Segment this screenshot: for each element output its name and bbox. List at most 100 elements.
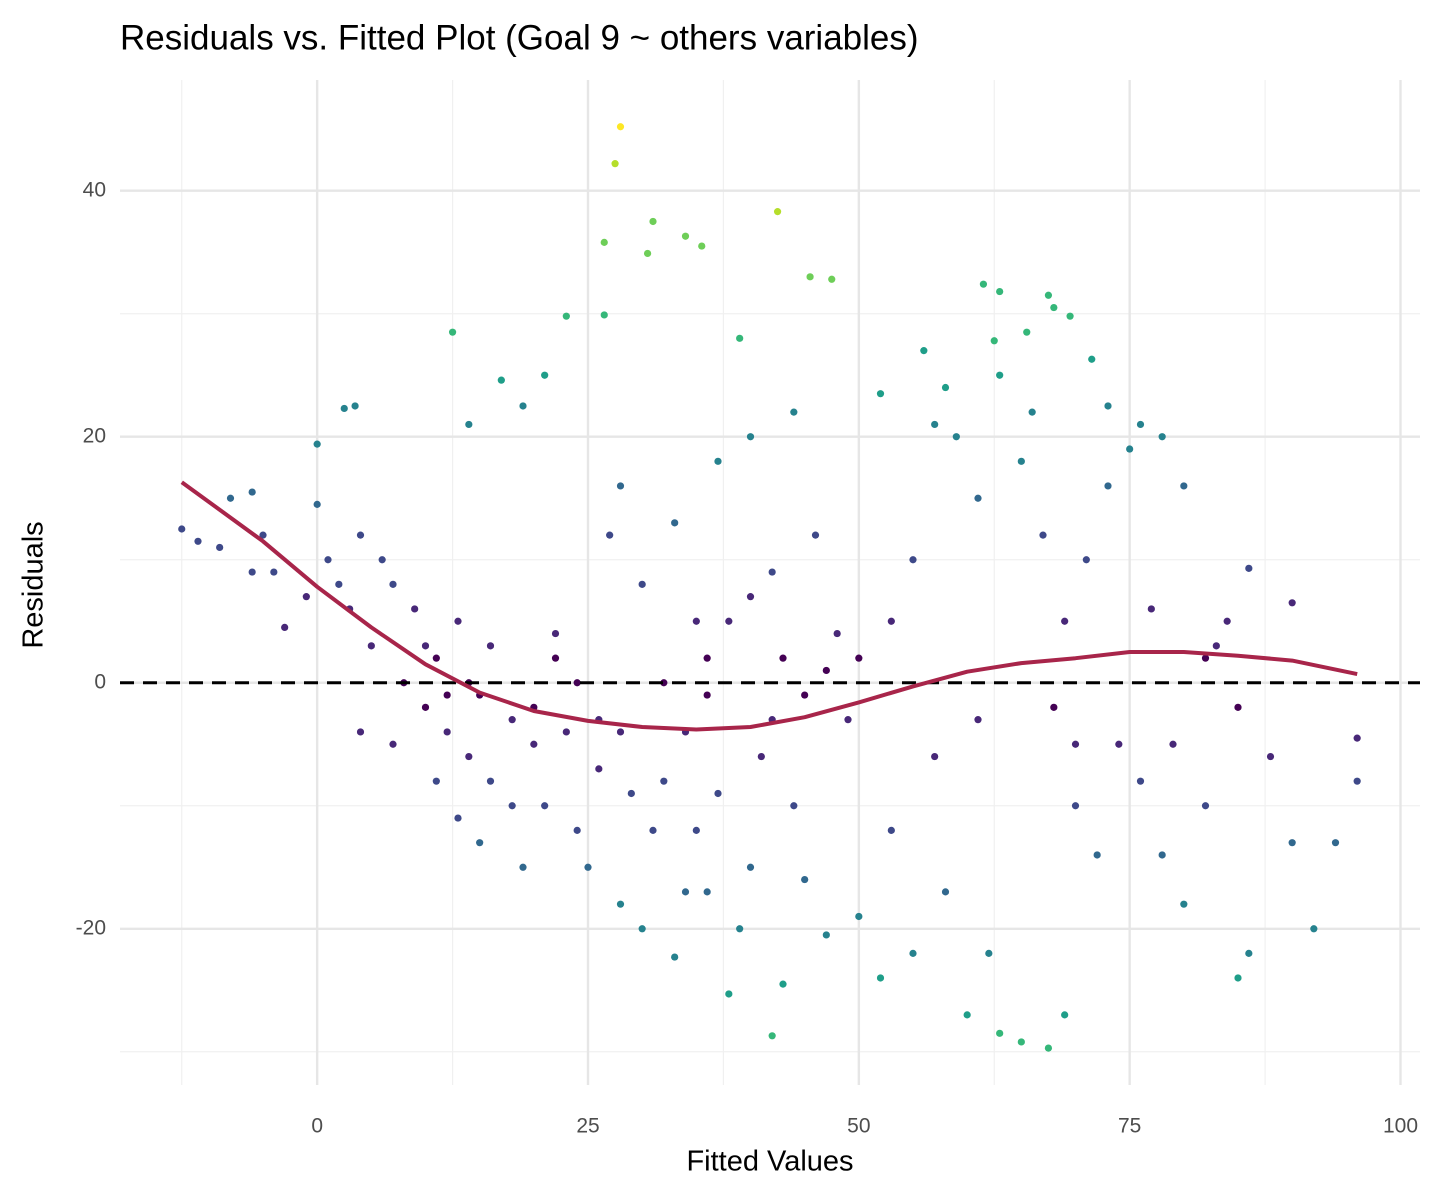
point	[1201, 654, 1210, 662]
point	[270, 568, 278, 576]
point	[736, 925, 744, 933]
point	[551, 629, 560, 638]
point	[855, 654, 863, 662]
point	[226, 494, 235, 502]
point	[801, 875, 809, 884]
point	[909, 949, 917, 957]
point	[833, 629, 841, 638]
point	[736, 334, 744, 342]
point	[313, 440, 321, 448]
point	[454, 617, 462, 625]
point	[660, 679, 668, 687]
point	[876, 974, 885, 982]
point	[703, 654, 711, 662]
point	[248, 568, 256, 576]
point	[779, 654, 787, 662]
point	[1180, 900, 1188, 908]
point	[573, 826, 581, 834]
point	[909, 556, 917, 564]
point	[1169, 740, 1177, 748]
point	[573, 679, 581, 687]
point	[562, 728, 570, 736]
point	[584, 863, 592, 871]
point	[335, 580, 343, 588]
point	[1353, 777, 1361, 785]
point	[1136, 777, 1145, 785]
point	[367, 642, 375, 650]
point	[421, 703, 430, 711]
point	[887, 617, 895, 625]
point	[313, 500, 321, 508]
point	[465, 752, 473, 761]
point	[876, 390, 885, 398]
point	[497, 376, 505, 384]
point	[259, 531, 267, 539]
point	[887, 826, 895, 834]
point	[448, 328, 457, 336]
point	[1115, 740, 1123, 748]
point	[1288, 599, 1296, 607]
point	[974, 716, 982, 724]
point	[616, 482, 625, 490]
point	[692, 826, 700, 834]
point	[768, 1032, 776, 1040]
point	[1082, 556, 1090, 564]
point	[1093, 851, 1101, 859]
point	[638, 925, 646, 933]
x-tick-label: 50	[847, 1115, 870, 1138]
point	[692, 617, 700, 625]
point	[476, 839, 484, 847]
point	[356, 728, 365, 736]
point	[1158, 433, 1166, 441]
point	[465, 420, 473, 429]
x-tick-label: 75	[1118, 1115, 1141, 1138]
point	[611, 160, 619, 168]
point	[606, 531, 614, 539]
point	[920, 347, 928, 355]
x-tick-label: 100	[1383, 1115, 1418, 1138]
point	[248, 488, 256, 496]
point	[1201, 802, 1210, 810]
point	[671, 519, 679, 527]
point	[1353, 734, 1361, 742]
point	[454, 814, 462, 822]
point	[855, 912, 863, 921]
chart-title: Residuals vs. Fitted Plot (Goal 9 ~ othe…	[120, 18, 919, 57]
point	[216, 543, 224, 552]
point	[671, 953, 679, 961]
point	[1039, 531, 1047, 539]
point	[974, 494, 982, 502]
point	[643, 249, 652, 258]
point	[551, 654, 560, 662]
y-tick-label: 20	[83, 424, 106, 447]
point	[811, 531, 820, 539]
point	[931, 420, 939, 429]
point	[790, 802, 798, 810]
point	[941, 383, 950, 392]
point	[714, 457, 722, 465]
point	[714, 789, 722, 798]
point	[822, 931, 830, 939]
point	[963, 1011, 971, 1019]
point	[389, 580, 397, 588]
point	[616, 728, 625, 736]
point	[1223, 617, 1231, 625]
point	[562, 312, 570, 320]
point	[996, 287, 1004, 296]
point	[443, 728, 451, 736]
point	[844, 716, 852, 724]
point	[421, 642, 430, 650]
point	[1136, 420, 1145, 429]
point	[178, 525, 186, 533]
point	[1061, 617, 1069, 625]
point	[649, 217, 657, 226]
point	[519, 863, 527, 871]
point	[1023, 328, 1031, 336]
point	[486, 777, 495, 785]
point	[1044, 1044, 1053, 1052]
point	[828, 275, 836, 283]
y-tick-label: 40	[83, 178, 106, 201]
point	[616, 123, 625, 131]
point	[801, 691, 809, 699]
point	[703, 691, 711, 699]
